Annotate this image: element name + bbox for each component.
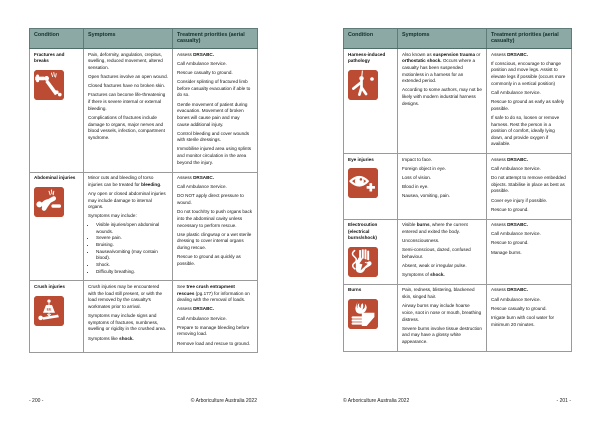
svg-text:EE: EE [47, 307, 52, 311]
